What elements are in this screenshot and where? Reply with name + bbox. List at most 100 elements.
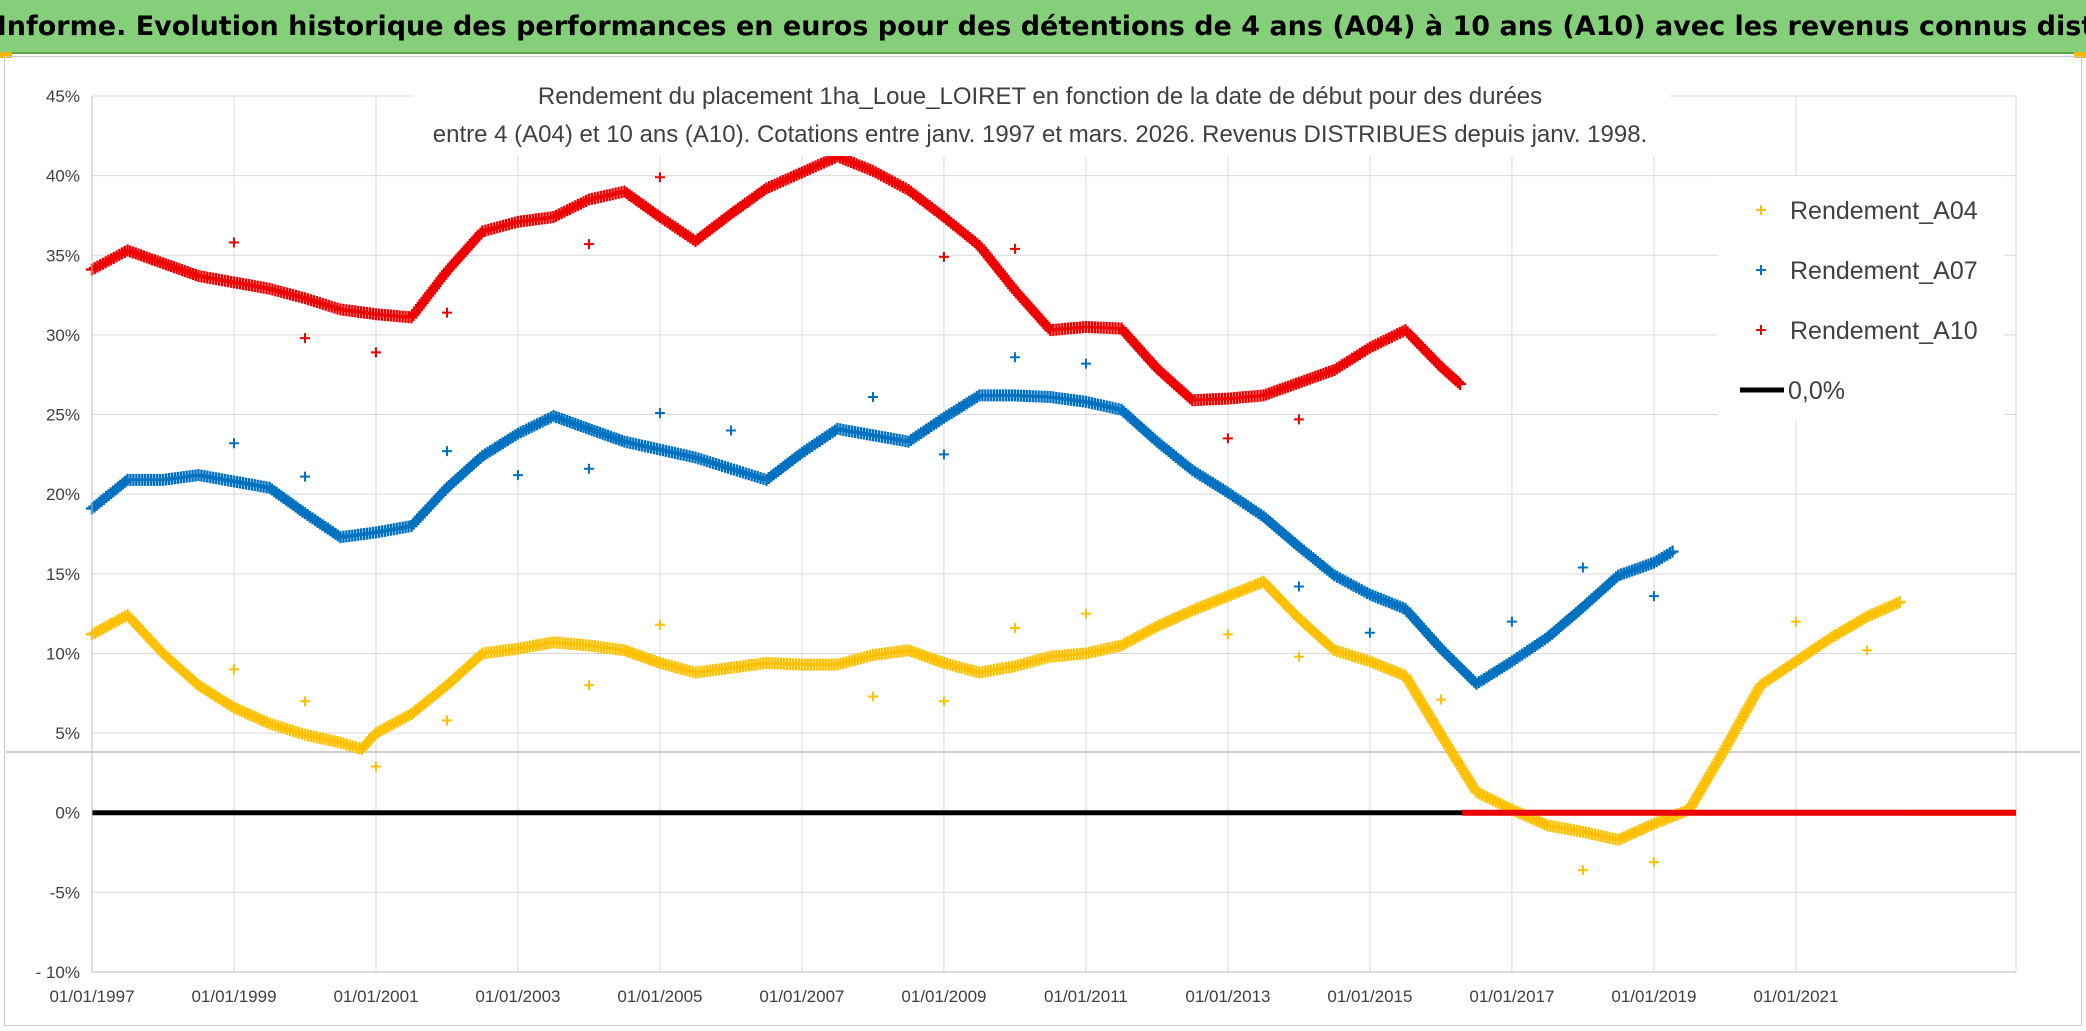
y-tick-label: 5% [55, 724, 80, 743]
rendement_a04-point [1877, 603, 1890, 616]
rendement_a04-point [241, 707, 254, 720]
rendement_a10-point [550, 209, 563, 222]
x-tick-label: 01/01/2011 [1044, 987, 1128, 1006]
rendement_a04-point [1170, 611, 1183, 624]
chart-title-block: Rendement du placement 1ha_Loue_LOIRET e… [414, 76, 1670, 156]
x-tick-label: 01/01/2007 [759, 987, 844, 1006]
rendement_a04-point [1475, 788, 1488, 801]
rendement_a07-outlier [299, 471, 310, 482]
rendement_a04-point [1175, 609, 1188, 622]
rendement_a10-point [1383, 332, 1396, 345]
rendement_a10-point [1454, 377, 1467, 390]
rendement_a04-outlier [1435, 694, 1446, 705]
legend: Rendement_A04 Rendement_A07 Rendement_A10 0… [1718, 176, 2004, 420]
rendement_a04-outlier [583, 680, 594, 691]
y-tick-label: 40% [46, 167, 80, 186]
rendement_a07-outlier [1506, 616, 1517, 627]
rendement_a10-point [763, 181, 776, 194]
corner-mark-left [0, 52, 12, 58]
x-tick-label: 01/01/2017 [1469, 987, 1554, 1006]
rendement_a10-point [771, 177, 784, 190]
rendement_a07-point [514, 426, 527, 439]
rendement_a04-point [1874, 604, 1887, 617]
rendement_a04-point [1634, 824, 1647, 837]
rendement_a10-point [563, 202, 576, 215]
rendement_a10-point [555, 207, 568, 220]
y-tick-label: 20% [46, 485, 80, 504]
rendement_a04-point [1860, 610, 1873, 623]
rendement_a04-point [1882, 601, 1895, 614]
rendement_a04-point [1159, 616, 1172, 629]
rendement_a04-point [255, 713, 268, 726]
rendement_a04-point [1489, 795, 1502, 808]
rendement_a04-outlier [1577, 865, 1588, 876]
y-tick-label: 45% [46, 87, 80, 106]
chart-title-line: entre 4 (A04) et 10 ans (A10). Cotations… [433, 121, 1647, 148]
rendement_a04-point [1481, 791, 1494, 804]
rendement_a10-point [1377, 334, 1390, 347]
page-title: ADAM Informe. Evolution historique des p… [0, 0, 2086, 54]
rendement_a07-outlier [228, 438, 239, 449]
rendement_a04-point [238, 706, 251, 719]
rendement_a04-point [258, 715, 271, 728]
rendement_a10-point [817, 156, 830, 169]
x-tick-label: 01/01/1997 [49, 987, 134, 1006]
rendement_a04-outlier [654, 619, 665, 630]
rendement_a10-point [785, 171, 798, 184]
rendement_a04-point [1180, 606, 1193, 619]
rendement_a07-point [533, 416, 546, 429]
rendement_a10-point [1372, 337, 1385, 350]
rendement_a10-point [552, 208, 565, 221]
rendement_a04-point [1538, 818, 1551, 831]
rendement_a10-outlier [1222, 433, 1233, 444]
rendement_a04-outlier [228, 664, 239, 675]
legend-marker [1756, 265, 1766, 275]
rendement_a04-point [1497, 799, 1510, 812]
rendement_a04-point [1535, 817, 1548, 830]
rendement_a10-point [815, 157, 828, 170]
rendement_a10-point [566, 201, 579, 214]
rendement_a04-point [1495, 798, 1507, 811]
rendement_a10-point [569, 200, 582, 213]
rendement_a07-point [517, 424, 530, 437]
rendement_a04-point [1161, 615, 1174, 628]
rendement_a10-outlier [299, 333, 310, 344]
rendement_a07-point [528, 419, 541, 432]
rendement_a04-outlier [1009, 622, 1020, 633]
x-tick-label: 01/01/2021 [1753, 987, 1838, 1006]
rendement_a07-point [525, 420, 538, 433]
rendement_a04-point [252, 712, 265, 725]
rendement_a04-point [1863, 609, 1876, 622]
rendement_a04-point [1871, 605, 1884, 618]
rendement_a10-point [1388, 329, 1401, 342]
rendement_a04-point [1156, 617, 1169, 630]
rendement_a10-point [561, 204, 574, 217]
legend-label: 0,0% [1788, 377, 1845, 405]
y-tick-label: 30% [46, 326, 80, 345]
rendement_a04-point [249, 711, 262, 724]
rendement_a04-point [1153, 619, 1166, 632]
axis-layer: - 10% -5% 0% 5% 10% 15% 20% 25% 30% 35% 40% 45% 01/0… [36, 87, 2016, 1006]
rendement_a10-point [804, 162, 817, 175]
rendement_a04-point [230, 702, 243, 715]
rendement_a04-point [1486, 794, 1499, 807]
rendement_a04-point [260, 716, 273, 729]
x-tick-label: 01/01/2009 [901, 987, 986, 1006]
rendement_a10-point [765, 179, 778, 192]
series-layer [86, 150, 2016, 876]
legend-marker [1756, 205, 1766, 215]
rendement_a07-point [542, 412, 555, 425]
rendement_a04-point [1626, 827, 1639, 840]
rendement_a07-point [539, 414, 552, 427]
rendement_a10-outlier [938, 251, 949, 262]
rendement_a07-outlier [1648, 591, 1659, 602]
rendement_a04-point [1645, 819, 1658, 832]
y-tick-label: 0% [55, 804, 80, 823]
rendement_a07-outlier [938, 449, 949, 460]
rendement_a10-outlier [583, 239, 594, 250]
rendement_a10-point [1391, 328, 1404, 341]
rendement_a10-outlier [441, 307, 452, 318]
rendement_a04-point [1631, 825, 1644, 838]
x-tick-label: 01/01/2015 [1327, 987, 1412, 1006]
x-tick-label: 01/01/2003 [475, 987, 560, 1006]
